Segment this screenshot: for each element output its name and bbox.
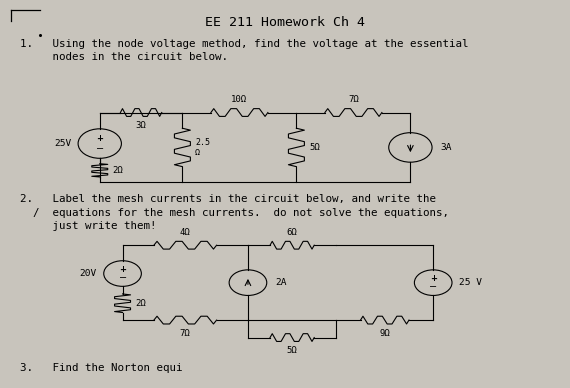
Text: 2.   Label the mesh currents in the circuit below, and write the: 2. Label the mesh currents in the circui… xyxy=(20,194,436,204)
Text: +: + xyxy=(430,274,437,283)
Text: +: + xyxy=(119,265,126,274)
Text: EE 211 Homework Ch 4: EE 211 Homework Ch 4 xyxy=(205,16,365,29)
Text: 7Ω: 7Ω xyxy=(180,329,190,338)
Text: 9Ω: 9Ω xyxy=(380,329,390,338)
Text: 25V: 25V xyxy=(54,139,71,148)
Text: /  equations for the mesh currents.  do not solve the equations,: / equations for the mesh currents. do no… xyxy=(20,208,449,218)
Text: 5Ω: 5Ω xyxy=(309,143,320,152)
Text: 2.5
Ω: 2.5 Ω xyxy=(195,138,210,157)
Text: 4Ω: 4Ω xyxy=(180,228,190,237)
Text: 20V: 20V xyxy=(80,269,97,278)
Text: −: − xyxy=(119,273,127,283)
Text: +: + xyxy=(96,134,103,143)
Text: 1.   Using the node voltage method, find the voltage at the essential
     nodes: 1. Using the node voltage method, find t… xyxy=(20,39,469,62)
Text: 6Ω: 6Ω xyxy=(287,228,298,237)
Text: 10Ω: 10Ω xyxy=(231,95,247,104)
Text: just write them!: just write them! xyxy=(20,221,156,231)
Text: 2Ω: 2Ω xyxy=(135,299,146,308)
Text: 3A: 3A xyxy=(441,143,452,152)
Text: 2A: 2A xyxy=(275,278,287,287)
Text: 2Ω: 2Ω xyxy=(112,166,123,175)
Text: 5Ω: 5Ω xyxy=(287,346,298,355)
Text: −: − xyxy=(96,144,104,154)
Text: 25 V: 25 V xyxy=(459,278,482,287)
Text: 3.   Find the Norton equi: 3. Find the Norton equi xyxy=(20,363,182,373)
Text: 7Ω: 7Ω xyxy=(348,95,359,104)
Text: 3Ω: 3Ω xyxy=(136,121,146,130)
Text: −: − xyxy=(429,282,437,292)
